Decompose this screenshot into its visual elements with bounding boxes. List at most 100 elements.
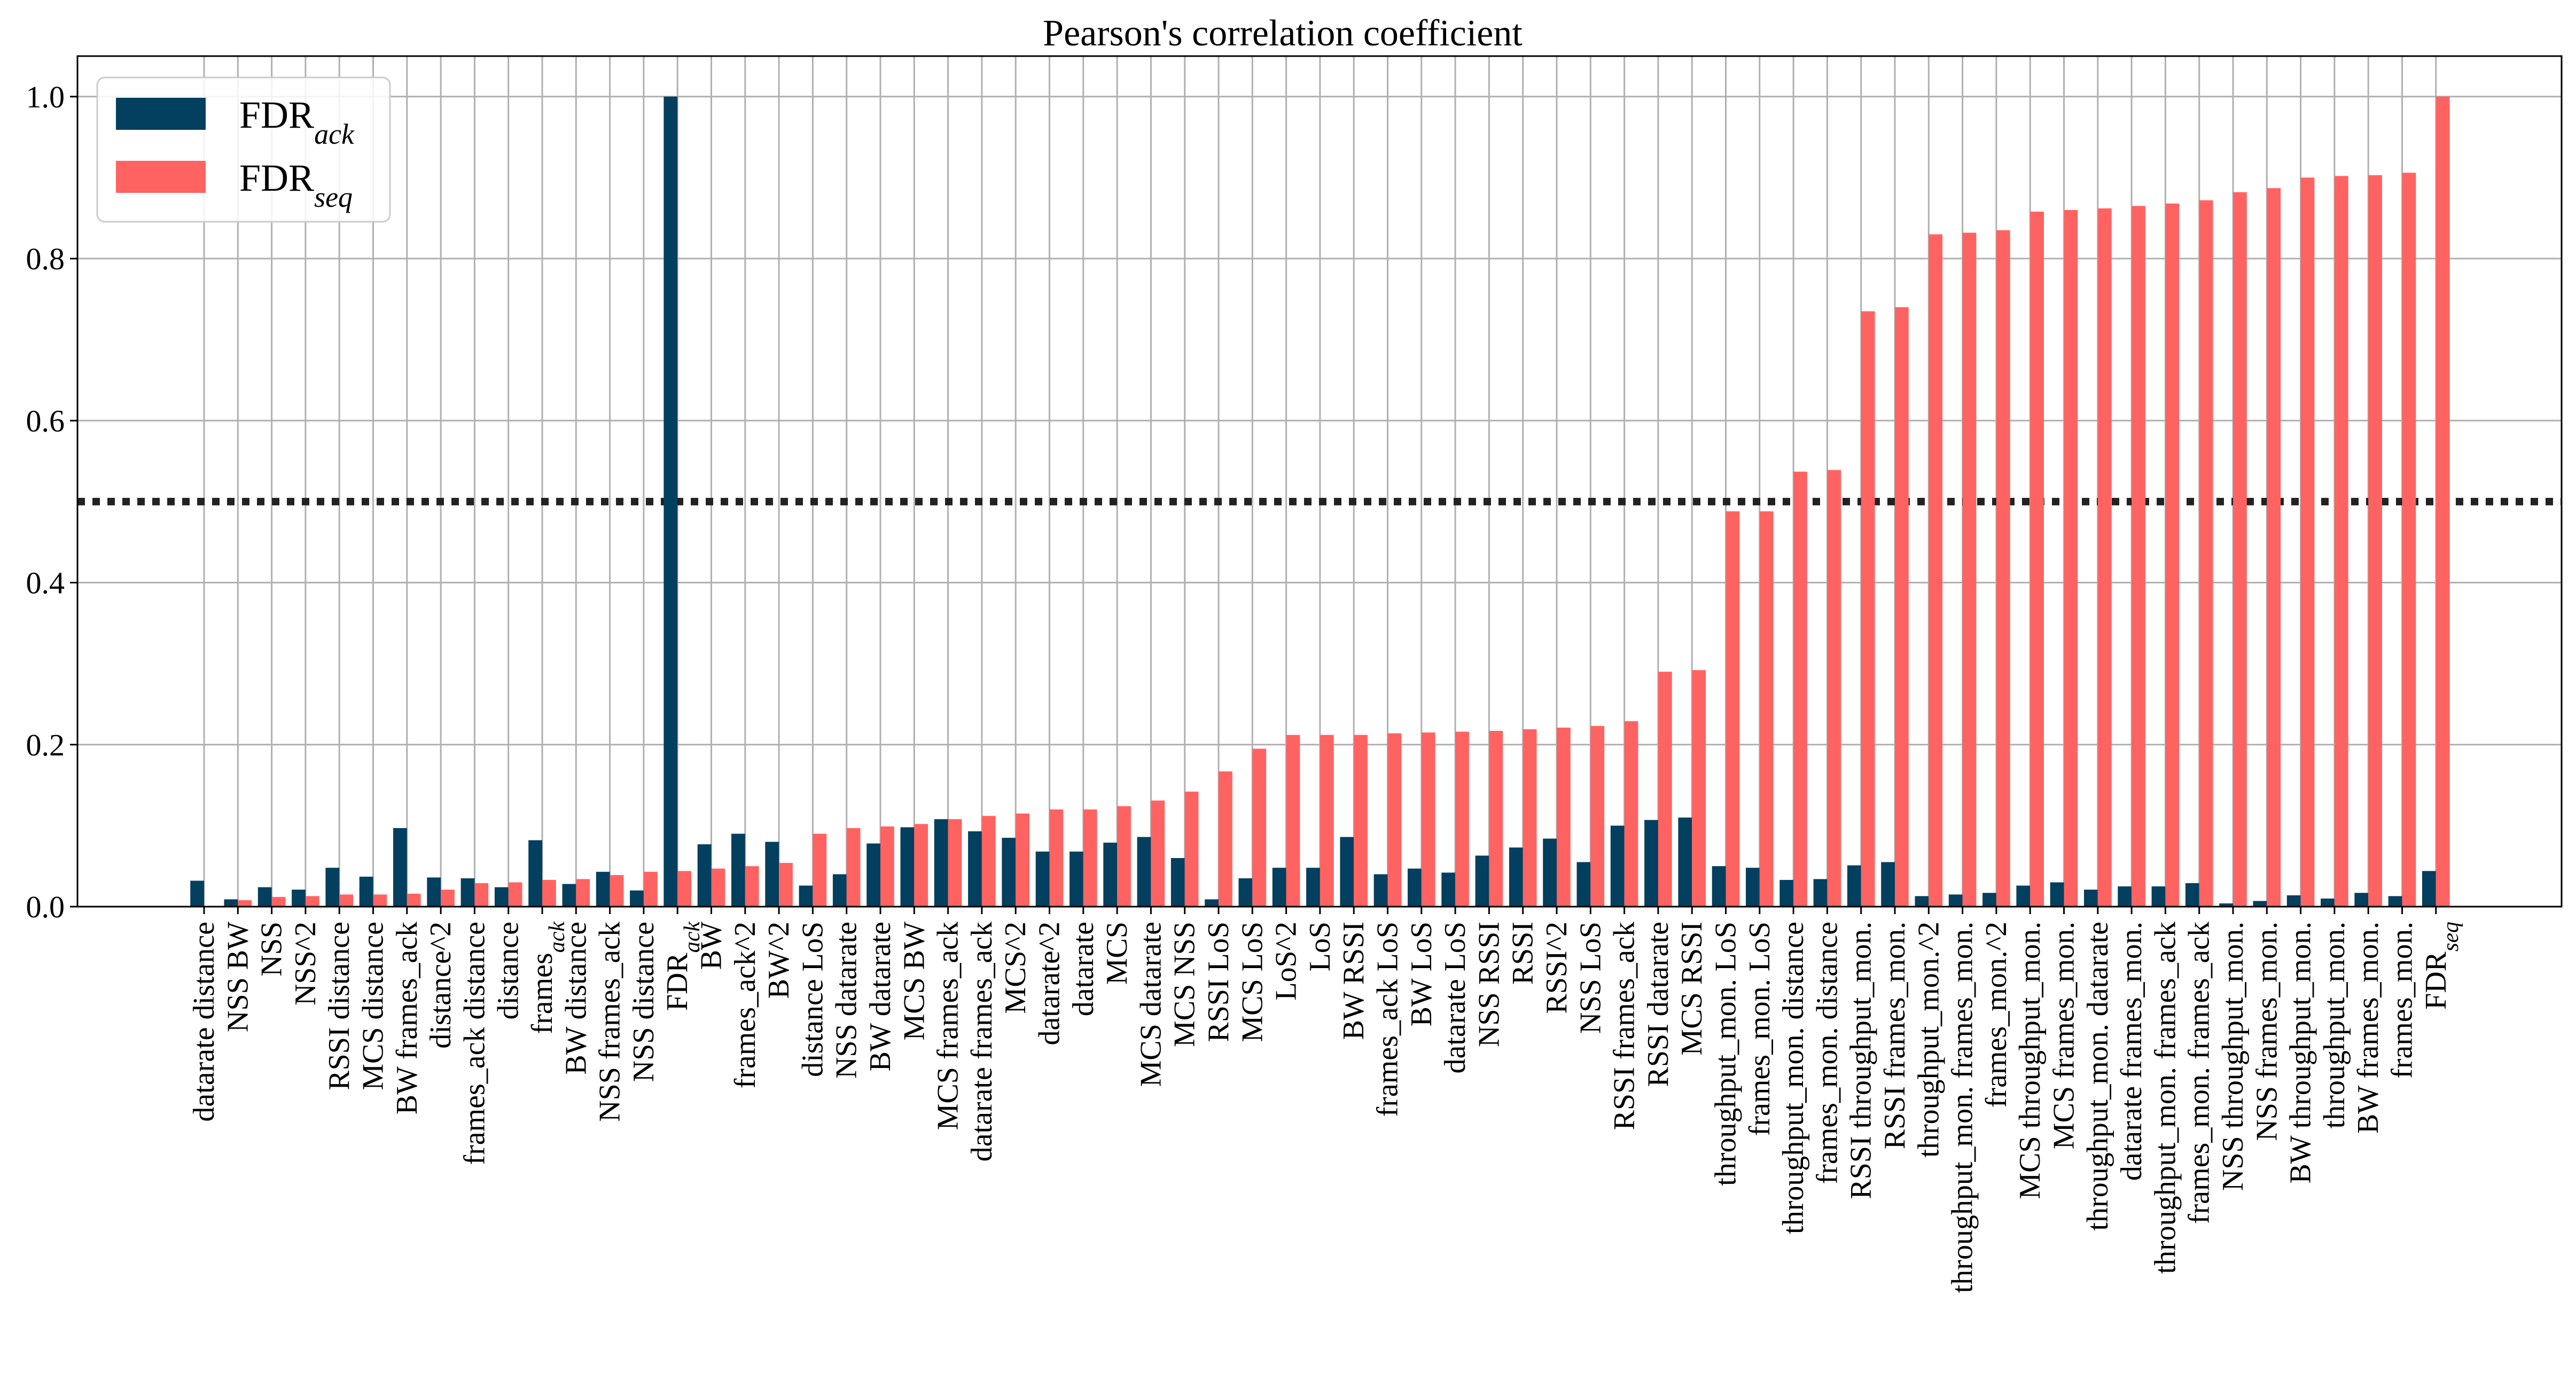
x-tick-label: NSS frames_ack bbox=[594, 922, 627, 1122]
x-axis: datarate distance NSS BW NSS NSS^2 RSSI dist… bbox=[188, 907, 2463, 1293]
bar-fdr-ack bbox=[2219, 903, 2233, 907]
y-tick-label: 1.0 bbox=[26, 80, 65, 114]
x-tick-label: NSS LoS bbox=[1574, 922, 1607, 1034]
bar-fdr-ack bbox=[190, 880, 204, 907]
x-tick-label: MCS LoS bbox=[1236, 922, 1269, 1042]
bar-fdr-ack bbox=[630, 890, 644, 907]
bar-fdr-seq bbox=[1219, 771, 1232, 907]
bar-fdr-ack bbox=[1847, 865, 1861, 907]
x-tick-label: distance bbox=[492, 922, 525, 1019]
bar-fdr-seq bbox=[271, 896, 286, 907]
bar-fdr-seq bbox=[1557, 727, 1571, 907]
x-tick-label: throughput_mon. frames_ack bbox=[2149, 922, 2182, 1274]
bar-fdr-seq bbox=[846, 828, 861, 907]
bar-fdr-seq bbox=[2030, 212, 2044, 907]
x-tick-label: frames_mon. distance bbox=[1810, 922, 1844, 1184]
x-tick-label: NSS^2 bbox=[289, 922, 322, 1005]
bar-fdr-seq bbox=[711, 868, 725, 907]
x-tick-label: datarate LoS bbox=[1439, 922, 1472, 1074]
bar-fdr-seq bbox=[1996, 230, 2010, 907]
bar-fdr-ack bbox=[2050, 882, 2064, 907]
bar-fdr-seq bbox=[2334, 176, 2348, 907]
bar-fdr-ack bbox=[1881, 862, 1895, 907]
bar-fdr-ack bbox=[799, 885, 813, 907]
x-tick-label: LoS bbox=[1303, 922, 1337, 971]
bar-fdr-seq bbox=[1387, 733, 1402, 907]
bar-fdr-seq bbox=[1354, 735, 1368, 907]
bar-fdr-seq bbox=[1962, 232, 1977, 907]
chart-title: Pearson's correlation coefficient bbox=[1043, 13, 1523, 54]
bar-fdr-ack bbox=[359, 876, 373, 907]
x-tick-label: frames_ack LoS bbox=[1371, 922, 1404, 1117]
bar-fdr-seq bbox=[1421, 732, 1435, 907]
x-tick-label: MCS bbox=[1100, 922, 1134, 985]
x-tick-label: BW frames_ack bbox=[391, 922, 424, 1114]
bar-fdr-seq bbox=[238, 900, 252, 907]
y-tick-label: 0.0 bbox=[26, 890, 65, 924]
bar-fdr-ack bbox=[460, 878, 475, 907]
bar-fdr-ack bbox=[1103, 843, 1118, 907]
x-tick-label: throughput_mon. bbox=[2318, 922, 2351, 1128]
bar-fdr-seq bbox=[643, 871, 658, 907]
bar-fdr-seq bbox=[914, 824, 928, 907]
x-tick-label: NSS distance bbox=[627, 922, 660, 1082]
bar-fdr-seq bbox=[1929, 234, 1943, 907]
x-tick-label: RSSI frames_ack bbox=[1608, 922, 1641, 1130]
x-tick-label: MCS datarate bbox=[1134, 922, 1167, 1087]
x-tick-label: NSS RSSI bbox=[1472, 922, 1505, 1047]
bar-fdr-seq bbox=[2132, 206, 2145, 907]
bar-fdr-ack bbox=[765, 841, 779, 907]
x-tick-label: distance^2 bbox=[424, 922, 457, 1049]
x-tick-label: throughput_mon. datarate bbox=[2081, 922, 2114, 1231]
bar-fdr-ack bbox=[1576, 862, 1591, 907]
bar-fdr-ack bbox=[2286, 895, 2301, 907]
bar-fdr-ack bbox=[427, 877, 441, 907]
bar-fdr-seq bbox=[407, 893, 421, 907]
x-tick-label: datarate frames_ack bbox=[965, 922, 998, 1161]
bar-fdr-ack bbox=[1070, 851, 1083, 907]
bar-fdr-seq bbox=[2165, 203, 2180, 907]
bar-fdr-ack bbox=[2253, 901, 2267, 907]
y-tick-label: 0.8 bbox=[26, 241, 65, 276]
x-tick-label: RSSI bbox=[1506, 922, 1540, 985]
bar-fdr-ack bbox=[1272, 868, 1286, 907]
x-tick-label: MCS BW bbox=[897, 922, 931, 1041]
bar-fdr-seq bbox=[1016, 813, 1029, 907]
bar-fdr-seq bbox=[1489, 730, 1503, 907]
bar-fdr-seq bbox=[1759, 511, 1774, 907]
x-tick-label: MCS NSS bbox=[1168, 922, 1201, 1047]
bar-fdr-ack bbox=[2151, 886, 2166, 907]
bar-fdr-seq bbox=[2267, 188, 2281, 907]
x-tick-label: RSSI frames_mon. bbox=[1878, 922, 1911, 1149]
bar-fdr-ack bbox=[2185, 883, 2199, 907]
x-tick-label: distance LoS bbox=[796, 922, 829, 1077]
bar-fdr-ack bbox=[1509, 847, 1523, 907]
x-tick-label: RSSI LoS bbox=[1202, 922, 1235, 1042]
bar-fdr-seq bbox=[441, 890, 455, 907]
bar-fdr-seq bbox=[542, 879, 556, 907]
bar-fdr-seq bbox=[1083, 809, 1097, 907]
bar-fdr-seq bbox=[2300, 177, 2315, 907]
bar-fdr-ack bbox=[1779, 879, 1794, 907]
bar-fdr-ack bbox=[1205, 899, 1219, 907]
bar-fdr-seq bbox=[2199, 200, 2213, 907]
x-tick-label: BW bbox=[695, 922, 728, 970]
x-tick-label: MCS RSSI bbox=[1675, 922, 1708, 1056]
bar-fdr-ack bbox=[1441, 872, 1456, 907]
y-axis: 0.0 0.2 0.4 0.6 0.8 1.0 bbox=[26, 80, 77, 924]
bar-fdr-ack bbox=[968, 831, 982, 907]
x-tick-label: BW RSSI bbox=[1337, 922, 1370, 1040]
bar-fdr-seq bbox=[880, 826, 894, 907]
x-tick-label: datarate distance bbox=[188, 922, 221, 1122]
bar-fdr-ack bbox=[2354, 893, 2369, 907]
bar-fdr-seq bbox=[1590, 726, 1605, 907]
bar-fdr-seq bbox=[1117, 806, 1131, 907]
y-tick-label: 0.6 bbox=[26, 403, 65, 438]
bar-fdr-seq bbox=[1320, 735, 1334, 907]
bar-fdr-ack bbox=[663, 96, 678, 907]
bar-fdr-seq bbox=[1184, 791, 1199, 907]
x-tick-label: RSSI distance bbox=[323, 922, 356, 1090]
x-tick-label: frames_mon. bbox=[2386, 922, 2419, 1079]
bar-fdr-ack bbox=[2118, 886, 2132, 907]
